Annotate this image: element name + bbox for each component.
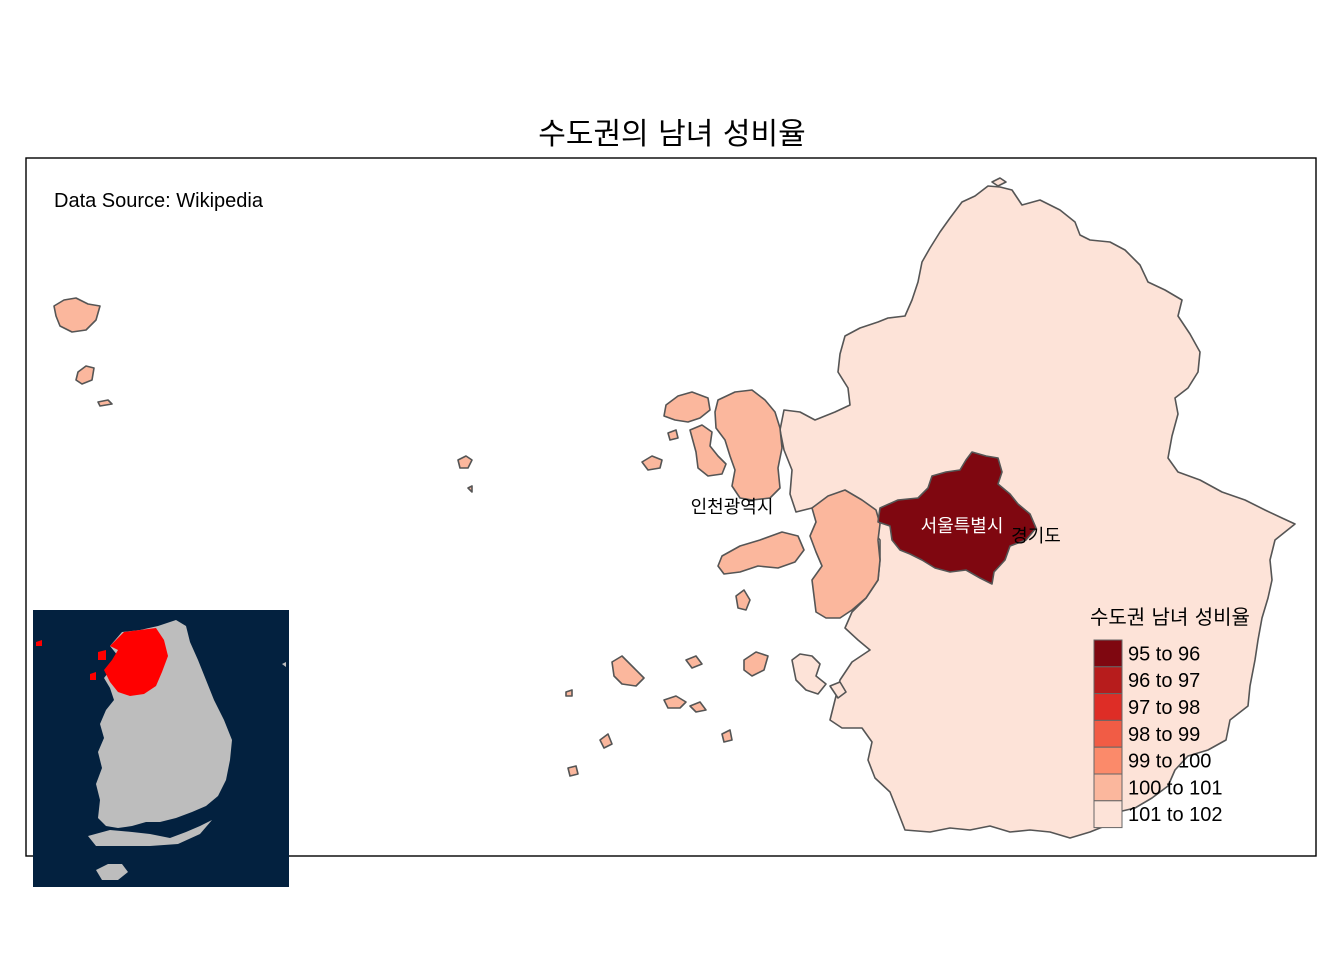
inset-capital-highlight xyxy=(104,628,168,696)
gyeonggi-island-b xyxy=(829,681,847,699)
inset-jeju xyxy=(96,864,128,880)
label-gyeonggi: 경기도 xyxy=(1011,526,1061,547)
incheon-daecheong xyxy=(75,365,95,385)
legend-label: 101 to 102 xyxy=(1128,804,1223,826)
incheon-islet-i xyxy=(721,729,733,743)
legend-title: 수도권 남녀 성비율 xyxy=(1090,605,1250,629)
legend-swatch xyxy=(1093,746,1123,775)
incheon-mainland xyxy=(809,489,881,619)
incheon-yeongjong xyxy=(717,531,805,575)
gyeonggi-islet xyxy=(991,177,1007,187)
inset-ulleung xyxy=(282,662,286,667)
incheon-islet-a xyxy=(641,455,663,471)
inset-map xyxy=(33,610,289,887)
legend-label: 97 to 98 xyxy=(1128,697,1200,719)
incheon-ganghwa xyxy=(714,389,783,501)
incheon-islet-d xyxy=(685,655,703,669)
inset-south-islands xyxy=(88,820,212,846)
legend-swatch xyxy=(1093,639,1123,668)
map-title: 수도권의 남녀 성비율 xyxy=(538,117,805,152)
legend-items: 95 to 96 96 to 97 97 to 98 98 to 99 99 to 10… xyxy=(1093,639,1223,829)
gyeonggi-mainland xyxy=(779,185,1296,839)
region-gyeonggi-islands xyxy=(791,653,847,699)
incheon-islet-j xyxy=(567,765,579,777)
region-gyeonggi[interactable] xyxy=(779,177,1296,839)
incheon-islet-e xyxy=(743,651,769,677)
seoul-shape xyxy=(877,451,1037,585)
incheon-socheong xyxy=(97,399,113,407)
incheon-islet-l xyxy=(467,485,473,493)
legend-label: 98 to 99 xyxy=(1128,724,1200,746)
incheon-islet-f xyxy=(663,695,687,709)
incheon-islet-h xyxy=(599,733,613,749)
incheon-seokmo xyxy=(689,424,727,477)
incheon-gyodong xyxy=(663,391,711,423)
region-incheon[interactable] xyxy=(53,297,881,777)
legend-swatch xyxy=(1093,693,1123,721)
legend-swatch xyxy=(1093,800,1123,829)
data-source-note: Data Source: Wikipedia xyxy=(54,190,264,212)
gyeonggi-island-a xyxy=(791,653,827,695)
incheon-islet-c xyxy=(611,655,645,687)
legend-swatch xyxy=(1093,666,1123,695)
incheon-islet-k xyxy=(565,689,573,697)
legend: 수도권 남녀 성비율 95 to 96 96 to 97 97 to 98 98 to… xyxy=(1090,605,1250,829)
incheon-yeonpyeong xyxy=(457,455,473,469)
incheon-islet-g xyxy=(689,701,707,713)
incheon-baengnyeong xyxy=(53,297,101,333)
legend-label: 99 to 100 xyxy=(1128,751,1211,773)
legend-label: 96 to 97 xyxy=(1128,670,1200,692)
legend-swatch xyxy=(1093,719,1123,748)
incheon-islet-b xyxy=(667,429,679,441)
legend-label: 100 to 101 xyxy=(1128,777,1223,799)
legend-label: 95 to 96 xyxy=(1128,643,1200,665)
map-panel-frame xyxy=(25,157,1317,857)
label-seoul: 서울특별시 xyxy=(921,516,1004,537)
label-incheon: 인천광역시 xyxy=(691,497,774,518)
incheon-muui xyxy=(735,589,751,611)
legend-swatch xyxy=(1093,773,1123,802)
region-seoul[interactable] xyxy=(877,451,1037,585)
